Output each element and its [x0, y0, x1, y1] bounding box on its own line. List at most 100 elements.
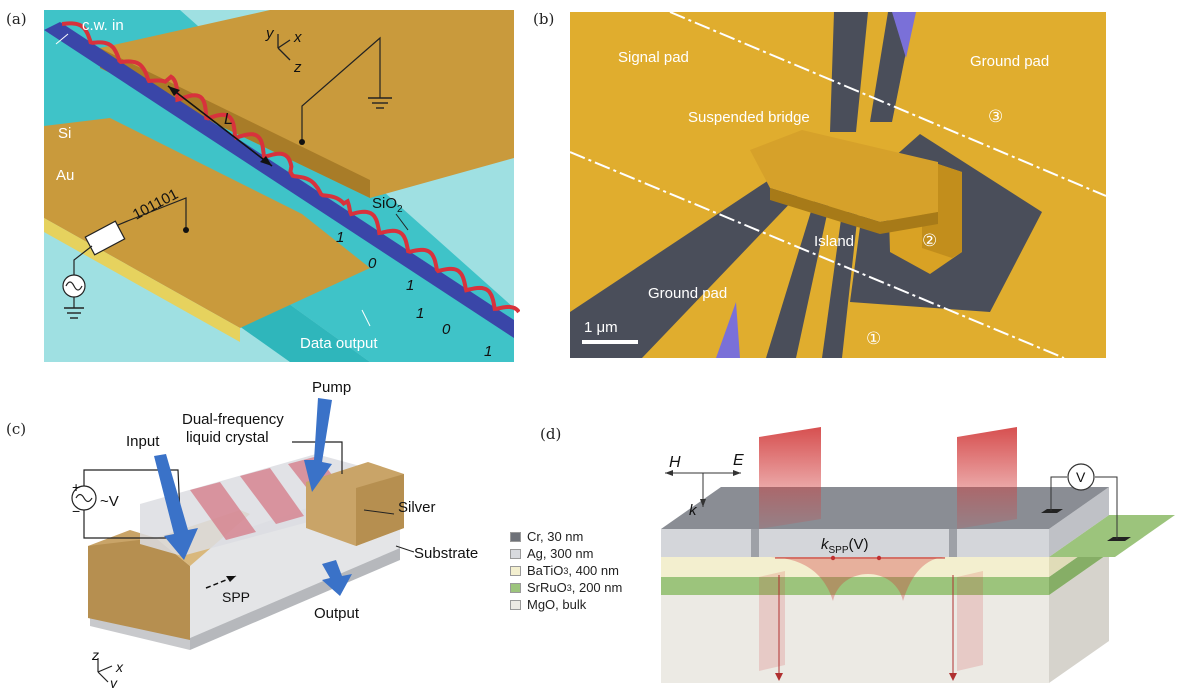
legend-swatch	[510, 599, 521, 610]
axis-z-label-c: z	[91, 647, 99, 663]
legend-swatch	[510, 582, 521, 593]
legend-item: Ag, 300 nm	[510, 545, 622, 562]
plus-label: +	[72, 479, 80, 495]
legend-sub: 3	[566, 582, 572, 593]
ground-pad-bottom-label: Ground pad	[648, 285, 727, 302]
svg-text:1: 1	[484, 343, 492, 360]
legend-label: MgO, bulk	[527, 597, 587, 612]
output-arrow	[322, 560, 352, 596]
island-label: Island	[814, 233, 854, 250]
si-waveguide	[44, 22, 514, 338]
e-label: E	[733, 452, 744, 469]
axis-triad-c	[97, 658, 113, 683]
legend-tail: , 400 nm	[568, 563, 619, 578]
pump-arrow	[304, 398, 332, 492]
panel-a-letter: (a)	[6, 10, 27, 28]
srruo3-layer	[661, 535, 1109, 595]
gold-pad-lower	[44, 118, 370, 328]
scale-bar-label: 1 μm	[584, 319, 618, 336]
legend-swatch	[510, 548, 521, 559]
incident-field-right	[957, 427, 1017, 529]
plasmon-wave	[61, 21, 520, 314]
au-label: Au	[56, 167, 74, 184]
voltage-label: ~V	[100, 493, 119, 510]
panel-d-letter: (d)	[540, 425, 562, 443]
axis-x-label-c: x	[115, 659, 124, 675]
panel-c-diagram: Pump Dual-frequency liquid crystal Input…	[71, 379, 478, 688]
length-label: L	[224, 111, 233, 128]
legend-swatch	[510, 565, 521, 576]
gap-left	[570, 162, 820, 358]
legend-item: SrRuO 3, 200 nm	[510, 579, 622, 596]
transmitted-field-left	[759, 571, 785, 671]
legend-item: BaTiO 3, 400 nm	[510, 562, 622, 579]
svg-text:1: 1	[336, 229, 344, 246]
voltmeter-label: V	[1076, 469, 1086, 485]
guide-line-top	[669, 12, 1106, 197]
silver-label: Silver	[398, 499, 436, 516]
gold-pad-upper	[100, 10, 514, 198]
legend-item: MgO, bulk	[510, 596, 622, 613]
legend-label: SrRuO	[527, 580, 567, 595]
svg-text:1: 1	[406, 277, 414, 294]
suspended-bridge-label: Suspended bridge	[688, 109, 810, 126]
axis-triad	[277, 34, 291, 61]
legend-label: Cr, 30 nm	[527, 529, 584, 544]
pump-label: Pump	[312, 379, 351, 396]
substrate-label: Substrate	[414, 545, 478, 562]
legend-sub: 3	[563, 565, 569, 576]
bit-sequence: 1 0 1 1 0 1	[336, 229, 492, 360]
axis-x-label: x	[293, 29, 302, 46]
layer-legend: Cr, 30 nm Ag, 300 nm BaTiO 3, 400 nm SrRu…	[510, 528, 622, 613]
spp-field-profile	[767, 557, 947, 601]
guide-line-bottom	[570, 151, 1065, 358]
batio3-layer	[661, 557, 1049, 577]
marker-3: ③	[988, 107, 1003, 126]
ground-pad-top-label: Ground pad	[970, 53, 1049, 70]
output-label: Output	[314, 605, 360, 622]
transmitted-field-right	[957, 571, 983, 671]
marker-2: ②	[922, 231, 937, 250]
input-arrow	[154, 454, 198, 560]
panel-b-micrograph: 1 μm Signal pad Ground pad Suspended bri…	[570, 12, 1106, 358]
length-arrow	[167, 85, 273, 167]
mgo-bulk	[661, 595, 1049, 683]
suspended-bridge	[750, 130, 938, 222]
si-label: Si	[58, 125, 71, 142]
signal-pad-label: Signal pad	[618, 49, 689, 66]
input-label: Input	[126, 433, 160, 450]
h-label: H	[669, 454, 681, 471]
axis-z-label: z	[293, 59, 302, 76]
axis-y-label: y	[265, 25, 275, 42]
k-spp-label: kSPP(V)	[821, 536, 869, 556]
panel-a-diagram: c.w. in y x z Si Au L 101101 SiO2 1 0 1 …	[44, 10, 520, 362]
svg-text:0: 0	[368, 255, 377, 272]
legend-swatch	[510, 531, 521, 542]
modulator-box	[84, 220, 126, 256]
electrode-pad-bottom	[1107, 537, 1131, 541]
data-output-label: Data output	[300, 335, 378, 352]
liquid-crystal-label-2: liquid crystal	[186, 429, 269, 446]
legend-item: Cr, 30 nm	[510, 528, 622, 545]
slit-right	[949, 529, 957, 557]
panel-c-letter: (c)	[6, 420, 27, 438]
cw-in-label: c.w. in	[82, 17, 124, 34]
sio2-label: SiO2	[372, 195, 403, 215]
axis-y-label-c: y	[109, 675, 118, 688]
cr-layer	[661, 487, 1109, 529]
legend-label: BaTiO	[527, 563, 564, 578]
legend-label: Ag, 300 nm	[527, 546, 594, 561]
liquid-crystal-label-1: Dual-frequency	[182, 411, 284, 428]
ground-wire-upper	[301, 36, 381, 142]
svg-text:0: 0	[442, 321, 451, 338]
slit-left	[751, 529, 759, 557]
gap-top	[830, 12, 868, 132]
svg-text:1: 1	[416, 305, 424, 322]
blue-waveguide-bottom	[716, 302, 740, 358]
panel-b-letter: (b)	[533, 10, 555, 28]
panel-d-diagram: V H E k kSPP(V)	[661, 427, 1175, 683]
voltmeter-icon	[1067, 463, 1095, 491]
spp-label: SPP	[222, 589, 250, 605]
incident-field-left	[759, 427, 821, 529]
electrode-pad-top	[1041, 509, 1063, 513]
